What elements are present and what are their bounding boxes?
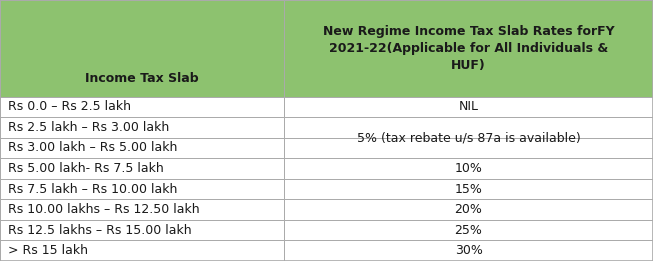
Bar: [0, 199, 284, 220]
Text: Rs 3.00 lakh – Rs 5.00 lakh: Rs 3.00 lakh – Rs 5.00 lakh: [8, 141, 177, 155]
Bar: [0, 138, 284, 158]
Text: 15%: 15%: [454, 182, 483, 195]
Text: 30%: 30%: [454, 244, 483, 257]
Bar: [0, 117, 284, 138]
Bar: [0, 240, 284, 261]
Text: 5% (tax rebate u/s 87a is available): 5% (tax rebate u/s 87a is available): [357, 131, 581, 144]
Text: Rs 5.00 lakh- Rs 7.5 lakh: Rs 5.00 lakh- Rs 7.5 lakh: [8, 162, 164, 175]
Text: NIL: NIL: [458, 100, 479, 113]
Text: Rs 7.5 lakh – Rs 10.00 lakh: Rs 7.5 lakh – Rs 10.00 lakh: [8, 182, 177, 195]
Text: Rs 10.00 lakhs – Rs 12.50 lakh: Rs 10.00 lakhs – Rs 12.50 lakh: [8, 203, 199, 216]
Text: New Regime Income Tax Slab Rates forFY
2021-22(Applicable for All Individuals &
: New Regime Income Tax Slab Rates forFY 2…: [323, 25, 614, 72]
Bar: [284, 117, 653, 138]
Bar: [284, 240, 653, 261]
Bar: [284, 199, 653, 220]
Text: > Rs 15 lakh: > Rs 15 lakh: [8, 244, 88, 257]
Text: Rs 2.5 lakh – Rs 3.00 lakh: Rs 2.5 lakh – Rs 3.00 lakh: [8, 121, 169, 134]
Bar: [284, 97, 653, 117]
Bar: [284, 138, 653, 158]
Text: Income Tax Slab: Income Tax Slab: [85, 72, 199, 85]
Bar: [284, 220, 653, 240]
Text: 10%: 10%: [454, 162, 483, 175]
Bar: [284, 158, 653, 179]
Text: Rs 12.5 lakhs – Rs 15.00 lakh: Rs 12.5 lakhs – Rs 15.00 lakh: [8, 224, 191, 237]
Bar: [284, 0, 653, 97]
Bar: [0, 97, 284, 117]
Bar: [284, 179, 653, 199]
Bar: [0, 0, 284, 97]
Bar: [0, 158, 284, 179]
Text: 25%: 25%: [454, 224, 483, 237]
Bar: [0, 220, 284, 240]
Text: Rs 0.0 – Rs 2.5 lakh: Rs 0.0 – Rs 2.5 lakh: [8, 100, 131, 113]
Text: 20%: 20%: [454, 203, 483, 216]
Bar: [0, 179, 284, 199]
